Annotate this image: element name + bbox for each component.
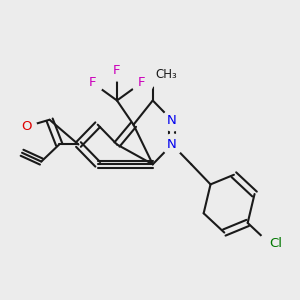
Text: O: O bbox=[21, 120, 32, 133]
Text: F: F bbox=[138, 76, 146, 89]
Text: F: F bbox=[88, 76, 96, 89]
Text: F: F bbox=[113, 64, 121, 77]
Text: Cl: Cl bbox=[270, 237, 283, 250]
Text: CH₃: CH₃ bbox=[155, 68, 177, 81]
Text: N: N bbox=[167, 138, 177, 151]
Text: N: N bbox=[167, 114, 177, 127]
